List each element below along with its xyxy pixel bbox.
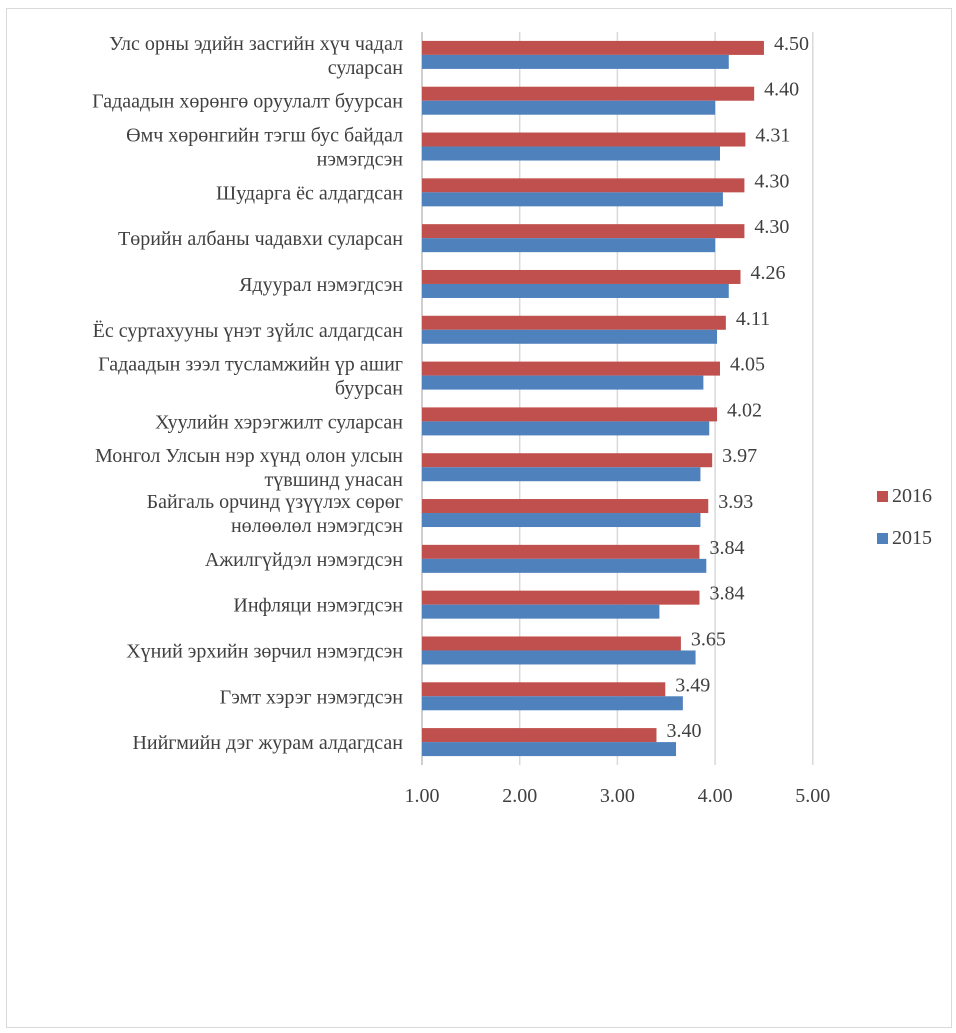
bar-2015: [422, 238, 716, 253]
category-label: нөлөөлөл нэмэгдсэн: [231, 515, 403, 537]
bar-2016: [422, 224, 745, 239]
bar-2016: [422, 40, 764, 55]
legend-label-2016: 2016: [892, 485, 932, 507]
bar-2016: [422, 728, 657, 743]
category-label: суларсан: [328, 57, 404, 79]
bar-2015: [422, 513, 701, 528]
data-label-2016: 3.65: [691, 628, 726, 650]
x-tick-label: 2.00: [502, 785, 537, 807]
data-label-2016: 4.30: [754, 170, 789, 192]
bar-2015: [422, 742, 677, 757]
bar-2015: [422, 329, 718, 344]
category-label: Нийгмийн дэг журам алдагдсан: [132, 732, 403, 754]
category-label: Хүний эрхийн зөрчил нэмэгдсэн: [126, 640, 403, 662]
bar-2015: [422, 283, 729, 298]
data-label-2016: 4.02: [727, 399, 762, 421]
category-label: Монгол Улсын нэр хүнд олон улсын: [95, 445, 403, 467]
bar-2015: [422, 54, 729, 69]
bar-2016: [422, 682, 666, 697]
category-label: Гадаадын зээл тусламжийн үр ашиг: [98, 354, 403, 376]
bar-2015: [422, 467, 701, 482]
bar-2016: [422, 590, 700, 605]
category-label: Улс орны эдийн засгийн хүч чадал: [109, 33, 403, 55]
bar-2016: [422, 178, 745, 193]
legend-swatch-2016: [877, 491, 888, 502]
category-label: буурсан: [335, 378, 403, 400]
category-label: Өмч хөрөнгийн тэгш бус байдал: [126, 125, 403, 147]
category-label: Инфляци нэмэгдсэн: [233, 595, 403, 617]
bar-2016: [422, 544, 700, 559]
bar-2016: [422, 453, 713, 468]
x-tick-label: 4.00: [698, 785, 733, 807]
x-tick-label: 5.00: [795, 785, 830, 807]
category-label: Гэмт хэрэг нэмэгдсэн: [220, 686, 404, 708]
bar-2016: [422, 407, 718, 422]
data-label-2016: 3.84: [709, 537, 744, 559]
category-label: Хуулийн хэрэгжилт суларсан: [155, 411, 403, 433]
bar-2016: [422, 315, 726, 330]
bar-2016: [422, 636, 681, 651]
bar-2015: [422, 375, 704, 390]
chart-area: [6, 8, 952, 1028]
bar-2016: [422, 86, 755, 101]
category-label: түвшинд унасан: [265, 469, 404, 491]
data-label-2016: 3.97: [722, 445, 757, 467]
bar-2015: [422, 192, 723, 207]
bar-2016: [422, 269, 741, 284]
bar-2015: [422, 650, 696, 665]
legend-swatch-2015: [877, 533, 888, 544]
data-label-2016: 4.40: [764, 79, 799, 101]
bar-2015: [422, 558, 707, 573]
bar-2015: [422, 100, 716, 115]
category-label: Төрийн албаны чадавхи суларсан: [118, 228, 403, 250]
category-label: Ажилгүйдэл нэмэгдсэн: [205, 549, 403, 571]
bar-2016: [422, 361, 720, 376]
category-label: Шударга ёс алдагдсан: [216, 182, 403, 204]
category-label: Ядуурал нэмэгдсэн: [239, 274, 403, 296]
bar-2015: [422, 696, 683, 711]
data-label-2016: 4.50: [774, 33, 809, 55]
x-tick-label: 3.00: [600, 785, 635, 807]
data-label-2016: 4.11: [736, 308, 770, 330]
category-label: Ёс суртахууны үнэт зүйлс алдагдсан: [93, 319, 404, 342]
data-label-2016: 3.84: [709, 583, 744, 605]
data-label-2016: 3.40: [666, 720, 701, 742]
bar-2016: [422, 132, 746, 147]
data-label-2016: 4.05: [730, 354, 765, 376]
data-label-2016: 4.31: [755, 125, 790, 147]
category-label: Гадаадын хөрөнгө оруулалт буурсан: [92, 91, 403, 113]
data-label-2016: 3.93: [718, 491, 753, 513]
legend-label-2015: 2015: [892, 527, 932, 549]
bar-2016: [422, 499, 709, 514]
x-tick-label: 1.00: [405, 785, 440, 807]
category-label: Байгаль орчинд үзүүлэх сөрөг: [147, 491, 403, 513]
data-label-2016: 4.30: [754, 216, 789, 238]
data-label-2016: 4.26: [751, 262, 786, 284]
category-label: нэмэгдсэн: [317, 149, 404, 171]
bar-2015: [422, 421, 710, 436]
bar-2015: [422, 604, 660, 619]
data-label-2016: 3.49: [675, 674, 710, 696]
bar-2015: [422, 146, 720, 161]
